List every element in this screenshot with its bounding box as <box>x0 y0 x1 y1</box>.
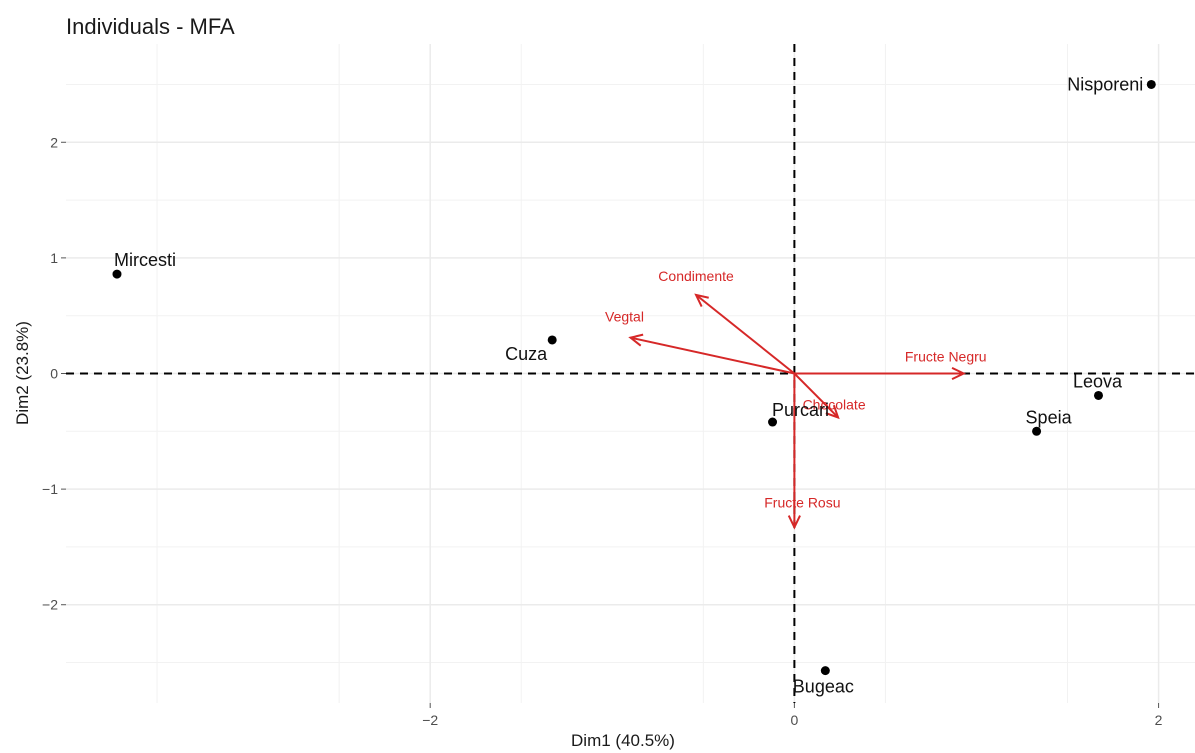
variable-arrow-label: Chocolate <box>803 396 866 412</box>
variable-arrow <box>630 336 795 375</box>
x-tick-label: 0 <box>790 712 798 728</box>
individual-point-label: Leova <box>1073 371 1123 391</box>
chart-title: Individuals - MFA <box>66 14 235 39</box>
individual-point <box>820 666 830 676</box>
individual-point <box>1093 390 1103 400</box>
arrow-head <box>694 293 709 308</box>
individual-point <box>1146 79 1156 89</box>
arrow-head <box>628 333 644 347</box>
individual-point-label: Cuza <box>505 344 548 364</box>
y-tick-label: −1 <box>42 481 58 497</box>
individual-point <box>768 417 778 427</box>
variable-arrow-label: Condimente <box>658 268 734 284</box>
variable-arrows: Condimente Vegtal Fructe Negru Chocolate Fru… <box>605 268 987 530</box>
individual-point-label: Purcari <box>772 400 829 420</box>
y-tick-label: −2 <box>42 597 58 613</box>
y-tick-label: 0 <box>50 366 58 382</box>
variable-arrow-label: Fructe Rosu <box>764 494 840 510</box>
y-tick-label: 1 <box>50 250 58 266</box>
individual-point-label: Nisporeni <box>1067 74 1143 94</box>
x-tick-label: −2 <box>422 712 438 728</box>
y-axis-title: Dim2 (23.8%) <box>13 321 32 425</box>
y-tick-label: 2 <box>50 134 58 150</box>
x-tick-label: 2 <box>1155 712 1163 728</box>
x-axis-title: Dim1 (40.5%) <box>571 731 675 750</box>
axis-ticks: −2 0 2 −2 −1 0 1 2 <box>42 134 1163 728</box>
arrow-head <box>787 515 801 530</box>
arrow-head <box>825 404 840 420</box>
individual-point <box>112 269 122 279</box>
variable-arrow <box>695 294 796 375</box>
variable-arrow-label: Vegtal <box>605 309 644 325</box>
individual-point-label: Mircesti <box>114 250 176 270</box>
individual-point <box>1032 426 1042 436</box>
arrow-head <box>951 366 967 381</box>
individual-point-label: Speia <box>1026 407 1073 427</box>
variable-arrow <box>793 372 839 419</box>
individual-point-label: Bugeac <box>793 677 854 697</box>
variable-arrow-label: Fructe Negru <box>905 349 987 365</box>
individual-point <box>547 335 557 345</box>
